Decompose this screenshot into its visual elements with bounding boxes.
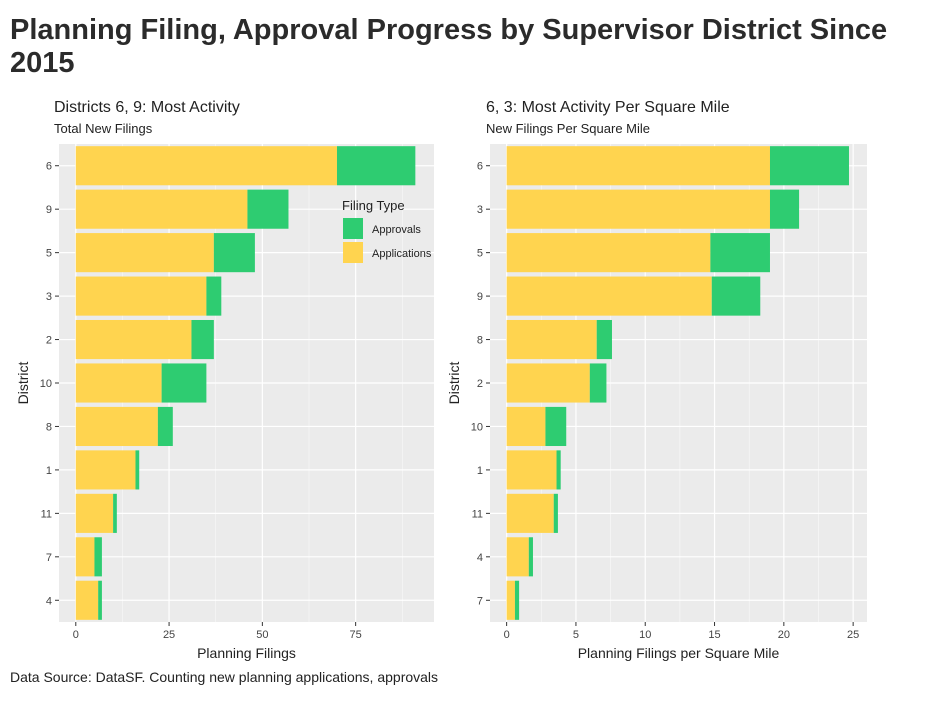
bar-applications	[75, 233, 214, 273]
x-tick-label: 10	[639, 629, 651, 641]
bar-approvals	[98, 580, 102, 620]
y-tick-label: 10	[471, 421, 483, 433]
bar-approvals	[213, 233, 255, 273]
bar-applications	[75, 319, 192, 360]
bar-approvals	[206, 276, 222, 316]
bar-approvals	[135, 450, 140, 490]
bar-applications	[506, 580, 515, 620]
bar-applications	[506, 319, 597, 360]
legend-label: Applications	[372, 248, 432, 260]
x-axis-title: Planning Filings per Square Mile	[578, 645, 780, 661]
bar-approvals	[161, 363, 207, 403]
bar-approvals	[556, 450, 561, 490]
y-tick-label: 10	[40, 378, 52, 390]
bar-applications	[75, 580, 99, 620]
bar-applications	[506, 189, 770, 229]
bar-approvals	[589, 363, 607, 403]
x-axis-title: Planning Filings	[197, 645, 296, 661]
x-tick-label: 0	[504, 629, 510, 641]
x-tick-label: 20	[778, 629, 790, 641]
bar-approvals	[769, 146, 849, 186]
y-tick-label: 6	[46, 161, 52, 173]
y-tick-label: 3	[46, 291, 52, 303]
y-tick-label: 8	[477, 335, 483, 347]
y-tick-label: 5	[477, 248, 483, 260]
bar-applications	[506, 276, 712, 316]
panel-title: 6, 3: Most Activity Per Square Mile	[486, 99, 730, 116]
y-tick-label: 1	[46, 465, 52, 477]
x-tick-label: 0	[73, 629, 79, 641]
bar-approvals	[710, 233, 770, 273]
y-axis-title: District	[15, 362, 31, 405]
bar-approvals	[157, 406, 173, 447]
bar-applications	[75, 363, 162, 403]
bar-applications	[75, 450, 136, 490]
bar-applications	[506, 363, 590, 403]
legend-title: Filing Type	[342, 198, 405, 213]
y-tick-label: 4	[477, 552, 483, 564]
bar-applications	[506, 493, 554, 533]
bar-applications	[75, 276, 207, 316]
bar-applications	[506, 233, 711, 273]
bar-approvals	[94, 537, 102, 577]
bar-approvals	[191, 319, 214, 360]
x-tick-label: 5	[573, 629, 579, 641]
y-axis-title: District	[446, 362, 462, 405]
y-tick-label: 11	[41, 508, 52, 520]
y-tick-label: 3	[477, 204, 483, 216]
y-tick-label: 7	[46, 552, 52, 564]
bar-applications	[506, 450, 557, 490]
y-tick-label: 9	[46, 204, 52, 216]
panel-subtitle: New Filings Per Square Mile	[486, 121, 650, 136]
bar-approvals	[514, 580, 520, 620]
y-tick-label: 2	[477, 378, 483, 390]
bar-applications	[75, 189, 248, 229]
legend-label: Approvals	[372, 224, 421, 236]
y-tick-label: 6	[477, 161, 483, 173]
bar-applications	[75, 493, 114, 533]
x-tick-label: 50	[256, 629, 268, 641]
panel-title: Districts 6, 9: Most Activity	[54, 99, 240, 116]
y-tick-label: 2	[46, 335, 52, 347]
bar-approvals	[528, 537, 533, 577]
y-tick-label: 8	[46, 421, 52, 433]
y-tick-label: 1	[477, 465, 483, 477]
bar-approvals	[336, 146, 416, 186]
y-tick-label: 9	[477, 291, 483, 303]
bar-applications	[506, 537, 529, 577]
page-title: Planning Filing, Approval Progress by Su…	[10, 14, 888, 79]
y-tick-label: 5	[46, 248, 52, 260]
bar-approvals	[113, 493, 117, 533]
bar-applications	[75, 406, 158, 447]
bar-approvals	[247, 189, 289, 229]
x-tick-label: 25	[847, 629, 859, 641]
bar-applications	[506, 406, 546, 447]
legend-swatch	[343, 242, 363, 263]
data-source-caption: Data Source: DataSF. Counting new planni…	[10, 669, 439, 685]
x-tick-label: 25	[163, 629, 175, 641]
bar-applications	[75, 146, 337, 186]
x-tick-label: 75	[350, 629, 362, 641]
bar-approvals	[553, 493, 558, 533]
x-tick-label: 15	[708, 629, 720, 641]
y-tick-label: 4	[46, 595, 52, 607]
bar-applications	[75, 537, 95, 577]
panel-subtitle: Total New Filings	[54, 121, 153, 136]
y-tick-label: 7	[477, 595, 483, 607]
legend-swatch	[343, 218, 363, 239]
bar-approvals	[769, 189, 800, 229]
bar-approvals	[711, 276, 761, 316]
bar-approvals	[596, 319, 612, 360]
y-tick-label: 11	[472, 508, 483, 520]
bar-applications	[506, 146, 770, 186]
bar-approvals	[545, 406, 567, 447]
